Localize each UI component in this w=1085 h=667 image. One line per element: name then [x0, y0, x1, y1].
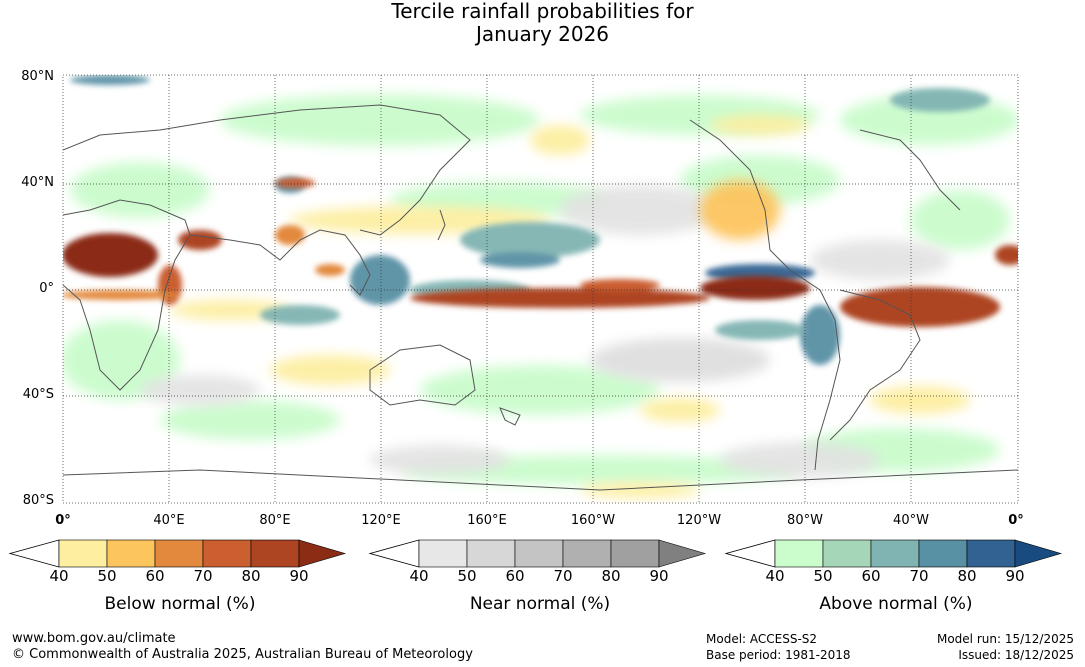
lon-label-0-right: 0°	[1008, 513, 1024, 528]
colorbar-near-tick: 50	[457, 567, 477, 585]
colorbar-near-normal	[368, 539, 707, 568]
lon-label-0-left: 0°	[55, 513, 71, 528]
colorbar-near-tick: 70	[553, 567, 573, 585]
colorbar-near-tick: 90	[649, 567, 669, 585]
colorbar-below-normal	[8, 539, 347, 568]
footer-issued: Issued: 18/12/2025	[958, 648, 1074, 662]
colorbar-above-over-arrow	[1014, 539, 1063, 568]
map-title-line2: January 2026	[475, 22, 610, 46]
colorbar-near-tick: 60	[505, 567, 525, 585]
colorbar-below-over-arrow	[298, 539, 347, 568]
map-title-line1: Tercile rainfall probabilities for	[391, 0, 694, 23]
colorbar-below-segment	[154, 539, 204, 568]
colorbar-above-tick: 40	[765, 567, 785, 585]
colorbar-near-segment	[466, 539, 516, 568]
colorbar-below-segment	[250, 539, 300, 568]
lat-label-80n: 80°N	[21, 69, 54, 84]
lon-label-160e: 160°E	[467, 513, 507, 528]
colorbar-above-under-arrow	[724, 539, 776, 568]
lat-label-80s: 80°S	[22, 493, 54, 508]
lon-label-160w: 160°W	[570, 513, 616, 528]
colorbar-below-tick: 90	[289, 567, 309, 585]
lon-label-80w: 80°W	[787, 513, 823, 528]
footer-model-run: Model run: 15/12/2025	[936, 632, 1074, 646]
colorbar-above-tick: 80	[957, 567, 977, 585]
lat-label-0: 0°	[39, 281, 54, 296]
colorbar-near-segment	[610, 539, 660, 568]
colorbar-above-segment	[822, 539, 872, 568]
lat-label-40n: 40°N	[21, 175, 54, 190]
footer-copyright: © Commonwealth of Australia 2025, Austra…	[12, 647, 473, 662]
lon-label-80e: 80°E	[259, 513, 291, 528]
lon-label-120e: 120°E	[361, 513, 401, 528]
colorbar-near-over-arrow	[658, 539, 707, 568]
rainfall-probability-map	[62, 74, 1019, 504]
colorbar-above-label: Above normal (%)	[819, 594, 973, 614]
colorbar-below-tick: 80	[241, 567, 261, 585]
colorbar-above-tick: 50	[813, 567, 833, 585]
colorbar-above-normal	[724, 539, 1063, 568]
near-normal-field	[140, 185, 950, 478]
colorbar-below-segment	[58, 539, 108, 568]
footer-base-period: Base period: 1981-2018	[706, 648, 851, 662]
below-normal-field-strong	[63, 178, 1018, 327]
colorbar-near-segment	[514, 539, 564, 568]
below-normal-field-light	[170, 115, 970, 498]
colorbar-above-segment	[774, 539, 824, 568]
colorbar-near-label: Near normal (%)	[469, 594, 611, 614]
colorbar-near-tick: 80	[601, 567, 621, 585]
lon-label-40e: 40°E	[153, 513, 185, 528]
colorbar-below-tick: 40	[49, 567, 69, 585]
map-frame	[62, 74, 1019, 504]
footer-url: www.bom.gov.au/climate	[12, 631, 176, 646]
colorbar-below-tick: 50	[97, 567, 117, 585]
colorbar-near-tick: 40	[409, 567, 429, 585]
colorbar-above-segment	[918, 539, 968, 568]
above-normal-field-strong	[70, 75, 990, 365]
colorbar-near-under-arrow	[368, 539, 420, 568]
coastlines	[63, 104, 1018, 491]
colorbar-above-tick: 60	[861, 567, 881, 585]
colorbar-below-under-arrow	[8, 539, 60, 568]
colorbar-above-tick: 90	[1005, 567, 1025, 585]
colorbar-below-label: Below normal (%)	[104, 594, 256, 614]
colorbar-near-segment	[562, 539, 612, 568]
colorbar-above-tick: 70	[909, 567, 929, 585]
colorbar-below-segment	[106, 539, 156, 568]
colorbar-above-segment	[966, 539, 1016, 568]
map-title: Tercile rainfall probabilities for Janua…	[0, 0, 1085, 46]
colorbar-below-tick: 60	[145, 567, 165, 585]
lon-label-40w: 40°W	[893, 513, 929, 528]
lat-label-40s: 40°S	[22, 387, 54, 402]
colorbar-below-tick: 70	[193, 567, 213, 585]
footer-model: Model: ACCESS-S2	[706, 632, 818, 646]
colorbar-above-segment	[870, 539, 920, 568]
colorbar-below-segment	[202, 539, 252, 568]
graticule	[63, 75, 1018, 503]
lon-label-120w: 120°W	[676, 513, 722, 528]
colorbar-near-segment	[418, 539, 468, 568]
